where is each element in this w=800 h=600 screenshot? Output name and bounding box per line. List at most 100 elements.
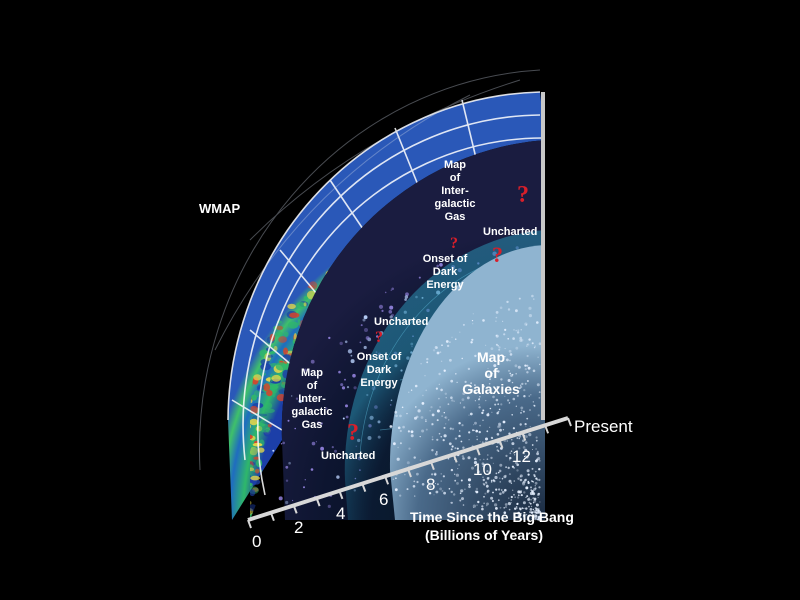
galaxy-point xyxy=(489,378,491,380)
galaxy-point xyxy=(510,390,512,392)
galaxy-point xyxy=(520,406,524,410)
galaxy-point xyxy=(531,342,534,345)
galaxy-point xyxy=(524,478,528,481)
star-point xyxy=(318,398,321,401)
star-point xyxy=(304,479,306,481)
galaxy-point xyxy=(515,506,518,508)
galaxy-point xyxy=(515,405,517,407)
galaxy-point xyxy=(481,462,485,466)
galaxy-point xyxy=(477,500,480,504)
galaxy-point xyxy=(464,488,466,491)
cmb-spot xyxy=(253,390,261,398)
galaxy-point xyxy=(511,373,514,376)
star-point xyxy=(320,446,324,451)
galaxy-point xyxy=(473,424,475,426)
galaxy-point xyxy=(467,367,471,371)
star-point xyxy=(287,419,290,422)
axis-tick xyxy=(361,483,367,492)
cmb-spot xyxy=(253,374,262,381)
cmb-spot xyxy=(289,312,300,318)
galaxy-point xyxy=(493,479,496,483)
galaxy-point xyxy=(495,311,499,314)
galaxy-point xyxy=(472,323,474,325)
galaxy-point xyxy=(406,461,410,465)
galaxy-point xyxy=(482,478,485,482)
galaxy-point xyxy=(464,380,467,383)
galaxy-point xyxy=(509,359,511,362)
galaxy-point xyxy=(508,370,510,372)
star-point xyxy=(320,422,323,425)
galaxy-point xyxy=(538,397,541,399)
galaxy-point xyxy=(509,372,512,375)
galaxy-point xyxy=(514,454,516,456)
galaxy-point xyxy=(534,485,536,487)
galaxy-point xyxy=(536,450,539,453)
galaxy-point xyxy=(516,469,519,472)
galaxy-point xyxy=(416,480,419,484)
star-point xyxy=(315,441,317,443)
dark-energy-label-left: Onset of Dark Energy xyxy=(357,351,402,389)
tick-label-8: 8 xyxy=(426,475,435,494)
gas-label-right: Map of Inter- galactic Gas xyxy=(435,159,476,223)
star-point xyxy=(342,417,345,420)
gas-left-line-1: Map xyxy=(301,367,323,379)
galaxy-point xyxy=(454,479,457,482)
axis-tick xyxy=(452,454,458,463)
galaxy-point xyxy=(472,504,476,508)
galaxy-point xyxy=(497,403,500,406)
galaxy-point xyxy=(461,424,464,427)
galaxy-point xyxy=(502,420,506,424)
star-point xyxy=(278,496,283,501)
galaxy-point xyxy=(500,489,503,491)
star-point xyxy=(359,341,362,344)
galaxy-point xyxy=(537,493,540,496)
time-axis: 0 2 4 6 8 10 12 Present Time Since the B… xyxy=(247,416,633,551)
galaxy-point xyxy=(479,459,481,461)
star-point xyxy=(345,404,348,408)
cmb-spot xyxy=(222,441,229,445)
axis-tick xyxy=(521,432,527,441)
galaxy-point xyxy=(509,353,513,356)
galaxy-point xyxy=(414,416,417,420)
galaxy-point xyxy=(538,478,541,482)
galaxy-point xyxy=(478,403,480,406)
galaxy-point xyxy=(468,439,470,441)
cmb-spot xyxy=(265,408,275,413)
galaxy-point xyxy=(449,427,452,430)
galaxy-point xyxy=(538,342,542,346)
star-point xyxy=(404,295,409,299)
galaxy-point xyxy=(514,461,518,465)
galaxy-point xyxy=(479,396,481,398)
tick-label-10: 10 xyxy=(473,460,492,479)
galaxy-point xyxy=(539,519,541,521)
galaxy-point xyxy=(474,421,477,425)
galaxy-point xyxy=(524,364,527,367)
galaxy-point xyxy=(410,389,413,391)
galaxy-point xyxy=(535,509,538,512)
galaxy-point xyxy=(485,399,487,402)
galaxy-point xyxy=(530,486,532,489)
galaxy-point xyxy=(495,343,498,346)
galaxy-point xyxy=(456,447,459,450)
tick-label-12: 12 xyxy=(512,447,531,466)
galaxy-point xyxy=(512,448,514,450)
galaxy-point xyxy=(533,298,535,300)
galaxy-point xyxy=(523,389,526,392)
cmb-spot xyxy=(220,478,230,486)
cmb-spot xyxy=(274,331,284,337)
star-point xyxy=(303,486,305,489)
star-point xyxy=(298,399,302,403)
star-point xyxy=(291,410,293,412)
galaxy-point xyxy=(533,346,536,349)
galaxy-point xyxy=(422,394,424,397)
galaxy-point xyxy=(473,429,475,431)
galaxy-point xyxy=(488,477,490,479)
star-point xyxy=(439,263,443,267)
galaxy-point xyxy=(519,423,522,426)
galaxy-point xyxy=(526,343,528,346)
galaxy-point xyxy=(537,497,539,499)
axis-tick xyxy=(315,497,321,507)
galaxy-point xyxy=(518,507,521,510)
galaxy-point xyxy=(482,319,485,322)
